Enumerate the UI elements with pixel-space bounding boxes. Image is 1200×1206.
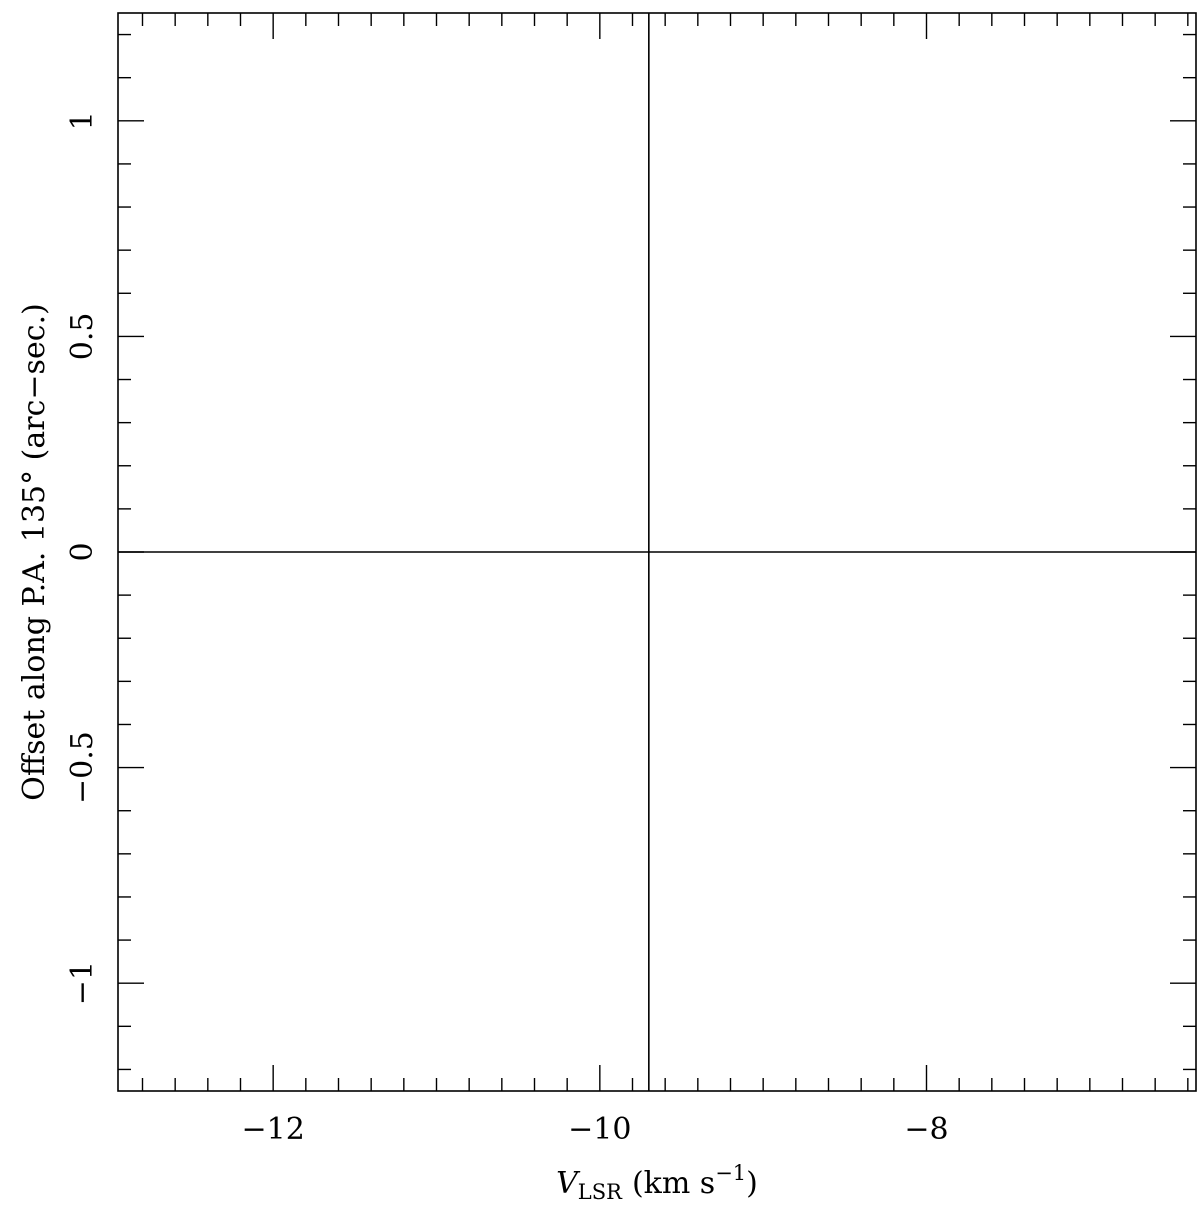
x-axis-symbol: V <box>556 1166 581 1201</box>
x-axis-label: VLSR (km s−1) <box>556 1161 758 1204</box>
x-tick-label: −10 <box>568 1112 631 1147</box>
y-axis-label: Offset along P.A. 135° (arc−sec.) <box>17 303 52 801</box>
y-tick-label: 0.5 <box>65 313 100 361</box>
x-tick-labels: −12 −10 −8 <box>242 1112 949 1147</box>
y-tick-label: −1 <box>65 961 100 1005</box>
y-tick-label: 1 <box>65 111 100 130</box>
y-tick-label: −0.5 <box>65 731 100 804</box>
x-axis-units: (km s <box>632 1166 715 1201</box>
x-axis-subscript: LSR <box>578 1180 623 1204</box>
x-axis-units-close: ) <box>746 1166 758 1201</box>
axis-ticks <box>118 13 1196 1091</box>
y-tick-labels: 1 0.5 0 −0.5 −1 <box>65 111 100 1005</box>
x-axis-units-exponent: −1 <box>715 1161 746 1185</box>
x-tick-label: −12 <box>242 1112 305 1147</box>
x-tick-label: −8 <box>904 1112 948 1147</box>
reference-lines <box>118 13 1196 1091</box>
y-tick-label: 0 <box>65 542 100 561</box>
